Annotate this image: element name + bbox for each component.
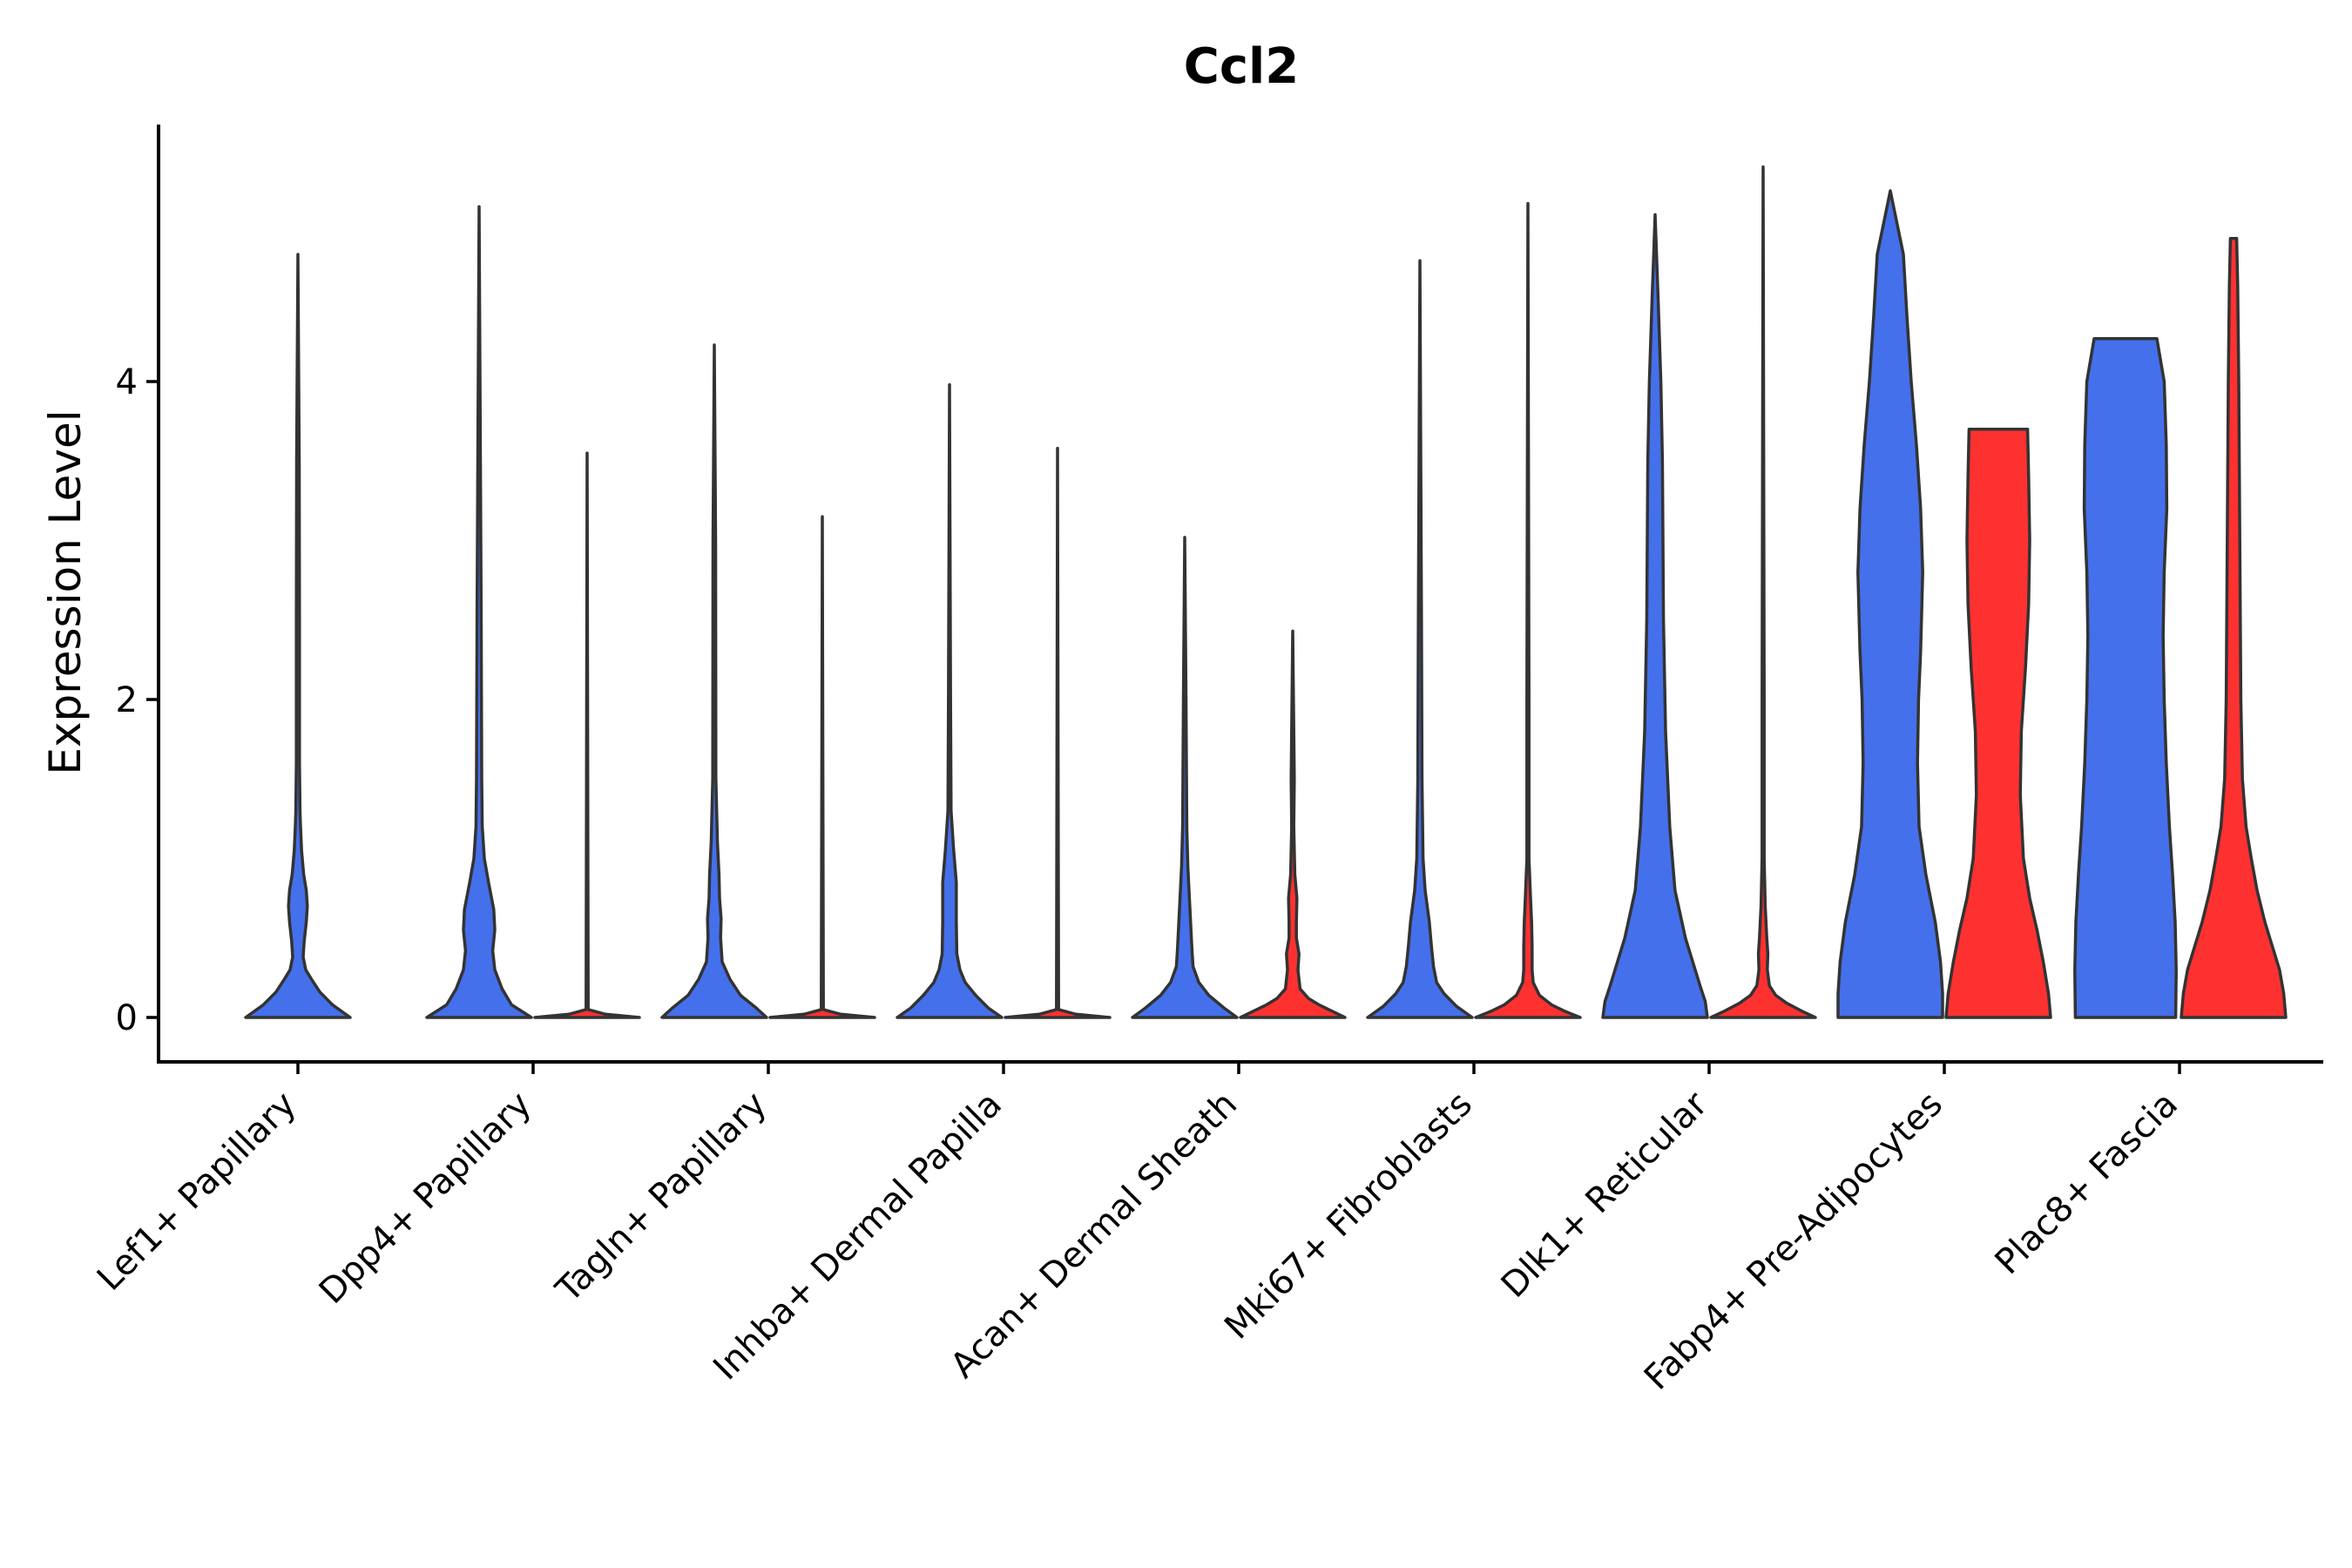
violin-red [1709,165,1817,1019]
violin-red [1239,629,1347,1019]
y-tick-label: 0 [116,998,138,1038]
violin-blue [244,253,352,1019]
x-tick-label: Mki67+ Fibroblasts [1217,1085,1480,1348]
y-tick-label: 2 [116,680,138,720]
violin-red [1004,446,1112,1019]
y-axis-ticks: 0 2 4 [116,362,159,1038]
violin-red [2180,236,2288,1019]
violin-blue [1601,213,1709,1019]
x-tick-label: Dpp4+ Papillary [312,1085,539,1312]
x-tick-label: Dlk1+ Reticular [1494,1084,1716,1306]
violin-red [1474,201,1582,1019]
violin-blue [896,382,1004,1019]
violin-blue [2073,336,2178,1019]
violin-blue [1836,189,1944,1019]
x-tick-label: Tagln+ Papillary [548,1085,774,1311]
x-tick-label: Plac8+ Fascia [1988,1085,2186,1283]
chart-title: Ccl2 [1184,38,1299,95]
violin-blue [1131,536,1239,1019]
violin-red [533,451,641,1019]
x-axis-ticks: Lef1+ Papillary Dpp4+ Papillary Tagln+ Pap… [90,1062,2186,1398]
violin-red [1944,428,2052,1019]
y-tick-label: 4 [116,362,138,402]
y-axis-label: Expression Level [40,409,91,774]
violin-red [768,515,876,1019]
violin-blue [425,205,533,1019]
violin-group [244,165,2288,1019]
x-tick-label: Lef1+ Papillary [90,1085,304,1299]
violin-blue [1366,259,1474,1019]
violin-blue [660,343,768,1019]
